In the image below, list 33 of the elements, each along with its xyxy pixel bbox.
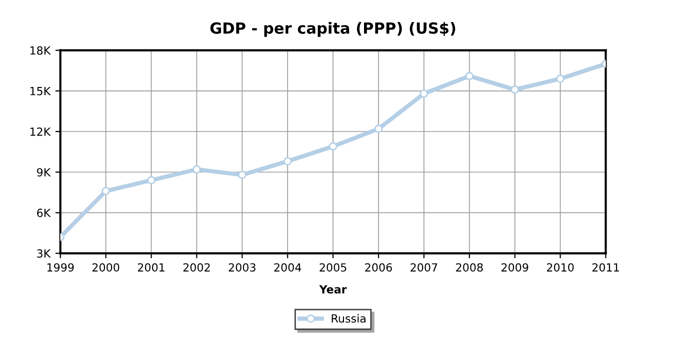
x-tick-label: 2006	[365, 263, 392, 272]
x-tick-label: 2001	[138, 263, 164, 272]
point	[510, 85, 520, 94]
point	[465, 72, 474, 80]
y-tick-label: 18K	[30, 46, 51, 55]
x-tick-label: 2005	[320, 263, 346, 272]
point	[556, 74, 564, 83]
point	[374, 124, 383, 133]
point	[238, 170, 246, 179]
y-tick-label: 6K	[37, 208, 51, 218]
y-tick-label: 3K	[37, 249, 51, 258]
x-tick-label: 2009	[502, 263, 528, 272]
x-tick-label: 2000	[92, 263, 120, 272]
x-tick-label: 2010	[546, 263, 574, 272]
point	[420, 89, 428, 98]
point	[328, 142, 338, 151]
x-tick-label: 2002	[183, 263, 210, 272]
y-tick-label: 12K	[30, 127, 51, 136]
y-tick-label: 9K	[36, 168, 51, 176]
point	[283, 157, 292, 166]
x-tick-label: 2011	[592, 263, 619, 272]
point	[102, 186, 110, 196]
legend-label: Russia	[332, 314, 366, 323]
chart-title: GDP - per capita (PPP) (US$)	[210, 22, 456, 37]
point	[147, 176, 156, 184]
point	[192, 165, 201, 174]
y-tick-label: 15K	[30, 87, 51, 96]
x-tick-label: 2003	[228, 263, 256, 272]
x-tick-label: 2004	[274, 263, 302, 272]
x-axis-title: Year	[319, 285, 347, 294]
x-tick-label: 2007	[410, 263, 438, 272]
x-tick-label: 2008	[456, 263, 483, 272]
x-tick-label: 1999	[47, 263, 74, 272]
